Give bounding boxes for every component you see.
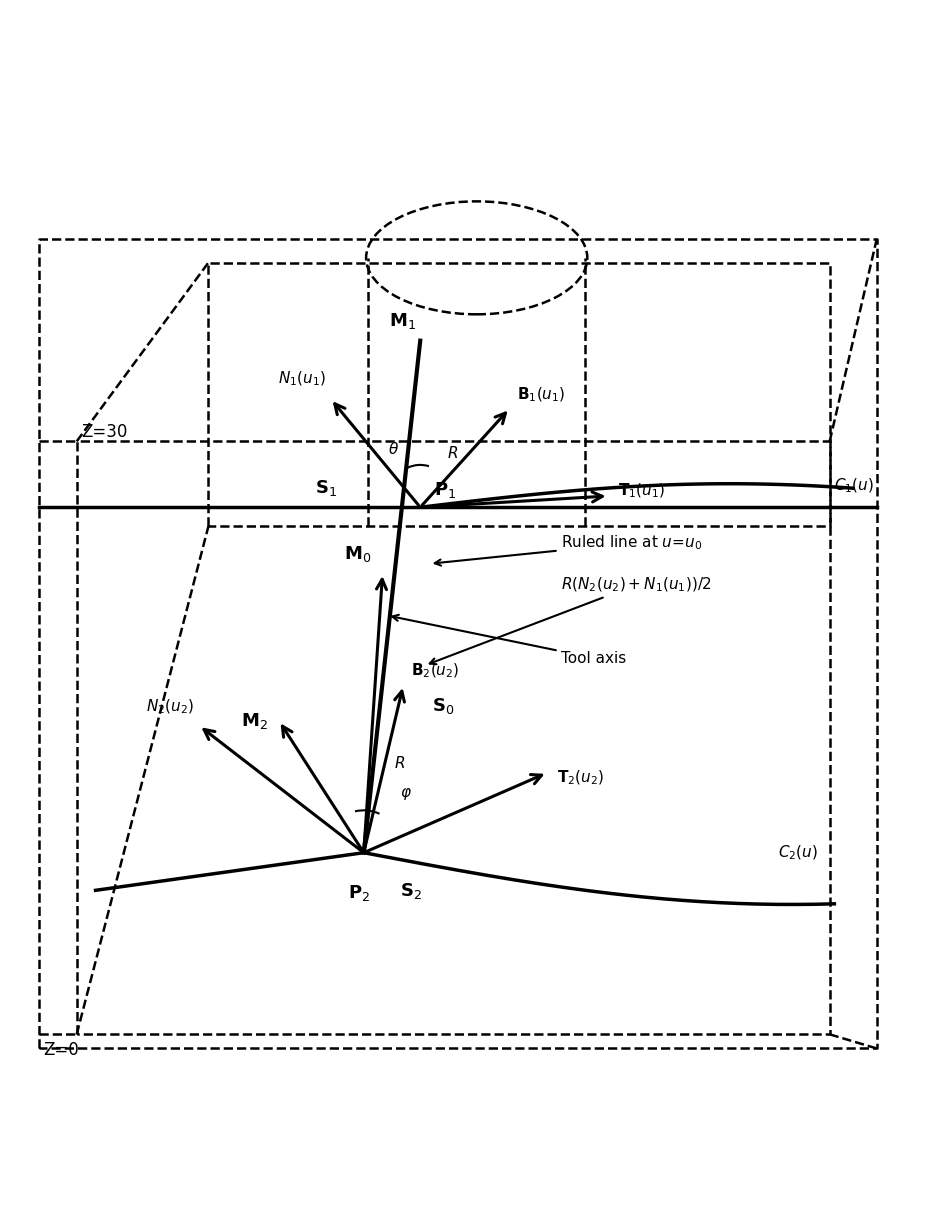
Text: P$_2$: P$_2$ [348,883,370,902]
Text: $C_1(u)$: $C_1(u)$ [834,476,874,495]
Text: M$_1$: M$_1$ [389,311,415,331]
Text: Z=0: Z=0 [43,1041,79,1060]
Text: Ruled line at $u$=$u_0$: Ruled line at $u$=$u_0$ [435,534,702,565]
Text: S$_1$: S$_1$ [315,478,337,497]
Text: $\mathbf{B}_2(u_2)$: $\mathbf{B}_2(u_2)$ [411,662,460,681]
Text: $N_1(u_1)$: $N_1(u_1)$ [278,369,326,388]
Text: $R$: $R$ [447,444,458,460]
Text: $\mathbf{B}_1(u_1)$: $\mathbf{B}_1(u_1)$ [517,385,565,404]
Text: $R(N_2(u_2)+N_1(u_1))/2$: $R(N_2(u_2)+N_1(u_1))/2$ [430,575,713,665]
Text: S$_2$: S$_2$ [399,881,421,901]
Text: $\varphi$: $\varphi$ [399,787,412,803]
Text: M$_0$: M$_0$ [344,544,371,564]
Text: P$_1$: P$_1$ [434,480,457,500]
Text: $\theta$: $\theta$ [389,441,399,457]
Text: $N_2(u_2)$: $N_2(u_2)$ [146,698,194,716]
Text: $\mathbf{T}_2(u_2)$: $\mathbf{T}_2(u_2)$ [557,768,604,787]
Text: Tool axis: Tool axis [393,614,627,666]
Text: $R$: $R$ [394,756,405,772]
Text: $C_2(u)$: $C_2(u)$ [778,843,818,862]
Text: M$_2$: M$_2$ [241,712,268,731]
Text: S$_0$: S$_0$ [431,697,454,716]
Text: Z=30: Z=30 [81,423,127,441]
Text: $\mathbf{T}_1(u_1)$: $\mathbf{T}_1(u_1)$ [618,483,666,501]
